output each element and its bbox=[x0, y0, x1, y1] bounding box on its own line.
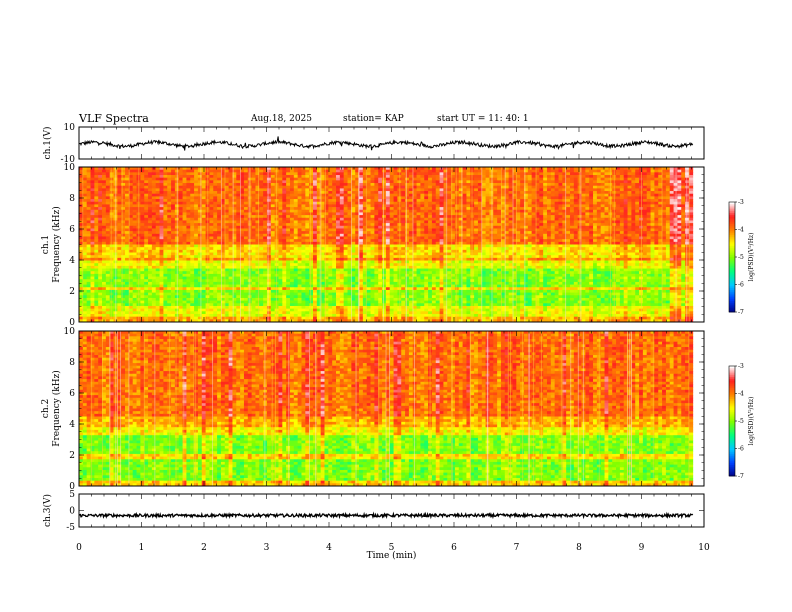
ch1-spectrogram-ytick-label: 8 bbox=[69, 194, 75, 204]
ch1-spectrogram-ytick-label: 4 bbox=[69, 256, 75, 266]
ch3-waveform-axes: 5 0 -5 ch.3(V) bbox=[42, 490, 704, 533]
x-tick-label: 7 bbox=[514, 543, 520, 553]
x-tick-label: 9 bbox=[639, 543, 645, 553]
ch3-waveform-ytick-label: 0 bbox=[69, 507, 75, 517]
ch1-waveform-ytick-label: 10 bbox=[64, 123, 76, 133]
ch2-spectrogram-ytick-label: 4 bbox=[69, 420, 75, 430]
ch1-spectrogram-colorbar: -3 -4 -5 -6 -7 log(PSD)(V²/Hz) bbox=[729, 199, 755, 316]
ch2-spectrogram-panel bbox=[79, 331, 693, 486]
ch1-spectrogram-ytick-label: 2 bbox=[69, 287, 75, 297]
ch1-spectrogram-colorbar-tick: -5 bbox=[738, 254, 744, 261]
x-tick-label: 4 bbox=[326, 543, 332, 553]
ch3-waveform-ytick-label: 5 bbox=[69, 490, 75, 500]
ch1-waveform-panel bbox=[79, 136, 693, 150]
ch1-spectrogram-panel bbox=[79, 167, 693, 322]
x-tick-label: 10 bbox=[698, 543, 710, 553]
ch1-spectrogram-colorbar-label: log(PSD)(V²/Hz) bbox=[748, 233, 755, 282]
x-tick-label: 6 bbox=[451, 543, 457, 553]
ch2-spectrogram-ytick-label: 10 bbox=[64, 327, 76, 337]
ch2-spectrogram-colorbar-tick: -7 bbox=[738, 473, 744, 480]
ch2-spectrogram-colorbar: -3 -4 -5 -6 -7 log(PSD)(V²/Hz) bbox=[729, 363, 755, 480]
ch2-spectrogram-ytick-label: 2 bbox=[69, 451, 75, 461]
ch1-spectrogram-ytick-label: 6 bbox=[69, 225, 75, 235]
ch3-waveform-ylabel: ch.3(V) bbox=[42, 494, 53, 527]
ch3-waveform-trace bbox=[79, 514, 693, 517]
ch1-waveform-ylabel: ch.1(V) bbox=[42, 127, 53, 160]
x-axis-label: Time (min) bbox=[367, 550, 417, 561]
ch2-spectrogram-colorbar-tick: -6 bbox=[738, 446, 744, 453]
ch3-waveform-ytick-label: -5 bbox=[66, 523, 75, 533]
ch2-spectrogram-colorbar-tick: -5 bbox=[738, 418, 744, 425]
ch2-spectrogram-ytick-label: 6 bbox=[69, 389, 75, 399]
x-tick-label: 2 bbox=[201, 543, 207, 553]
x-tick-label: 8 bbox=[576, 543, 582, 553]
x-tick-label: 3 bbox=[264, 543, 270, 553]
x-tick-label: 0 bbox=[76, 543, 82, 553]
ch1-spectrogram-colorbar-tick: -3 bbox=[738, 199, 744, 206]
ch1-spectrogram-colorbar-tick: -6 bbox=[738, 282, 744, 289]
ch2-spectrogram-colorbar-tick: -3 bbox=[738, 363, 744, 370]
ch1-spectrogram-colorbar-tick: -4 bbox=[738, 227, 744, 234]
ch2-spectrogram-ytick-label: 8 bbox=[69, 358, 75, 368]
ch2-spectrogram-colorbar-label: log(PSD)(V²/Hz) bbox=[748, 397, 755, 446]
ch2-spectrogram-ylabel: ch.2Frequency (kHz) bbox=[41, 370, 62, 447]
x-tick-label: 1 bbox=[139, 543, 145, 553]
ch2-spectrogram-colorbar-tick: -4 bbox=[738, 391, 744, 398]
vlf-spectra-figure: -3 -4 -5 -6 -7 log(PSD)(V²/Hz) -3 -4 -5 -6 -7 log(P… bbox=[0, 0, 792, 612]
ch1-spectrogram-ylabel: ch.1Frequency (kHz) bbox=[41, 206, 62, 283]
ch3-waveform-panel bbox=[79, 514, 693, 517]
ch1-spectrogram-ytick-label: 10 bbox=[64, 163, 76, 173]
ch1-spectrogram-colorbar-tick: -7 bbox=[738, 309, 744, 316]
ch1-waveform-trace bbox=[79, 136, 693, 150]
